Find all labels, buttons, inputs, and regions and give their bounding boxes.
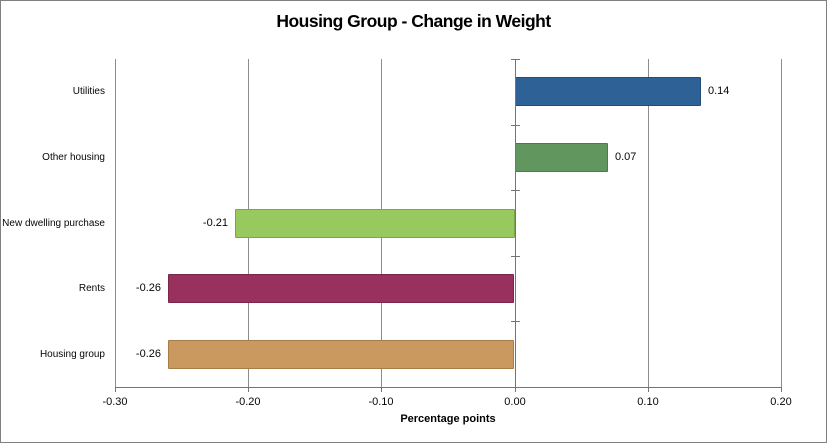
bar-rents <box>168 274 514 303</box>
value-label: -0.26 <box>135 348 161 360</box>
value-axis-tick <box>781 388 782 392</box>
value-axis-tick <box>515 388 516 392</box>
gridline <box>648 59 649 387</box>
category-label: Rents <box>78 283 105 294</box>
value-axis-tick <box>115 388 116 392</box>
x-tick-label: 0.00 <box>504 396 526 408</box>
chart-title: Housing Group - Change in Weight <box>276 11 551 31</box>
x-tick-label: 0.10 <box>637 396 659 408</box>
category-axis-tick <box>511 190 520 191</box>
value-axis-tick <box>248 388 249 392</box>
bar-new-dwelling-purchase <box>235 209 515 238</box>
category-axis-tick <box>511 321 520 322</box>
category-axis-tick <box>511 256 520 257</box>
category-axis-line <box>515 59 516 388</box>
value-label: 0.07 <box>615 151 637 163</box>
bar-housing-group <box>168 340 514 369</box>
category-axis-tick <box>511 59 520 60</box>
value-label: -0.21 <box>202 217 228 229</box>
x-tick-label: -0.20 <box>235 396 261 408</box>
value-axis-tick <box>381 388 382 392</box>
bar-utilities <box>515 77 701 106</box>
value-axis-tick <box>648 388 649 392</box>
category-label: New dwelling purchase <box>2 218 105 229</box>
x-tick-label: -0.10 <box>368 396 394 408</box>
value-label: 0.14 <box>708 85 730 97</box>
x-axis-title: Percentage points <box>400 413 496 425</box>
category-axis-tick <box>511 125 520 126</box>
gridline <box>115 59 116 387</box>
bar-other-housing <box>515 143 608 172</box>
value-label: -0.26 <box>135 282 161 294</box>
category-label: Housing group <box>39 349 105 360</box>
category-label: Other housing <box>42 152 105 163</box>
x-tick-label: -0.30 <box>102 396 128 408</box>
value-axis-line <box>115 387 782 388</box>
x-tick-label: 0.20 <box>770 396 792 408</box>
category-label: Utilities <box>72 86 105 97</box>
gridline <box>781 59 782 387</box>
